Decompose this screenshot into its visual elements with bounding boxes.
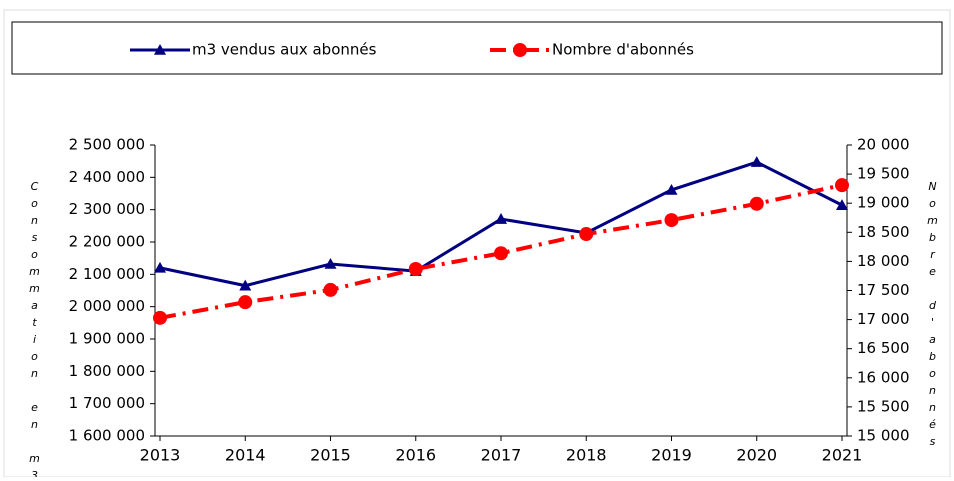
point xyxy=(238,295,253,310)
y-tick-label: 2 200 000 xyxy=(69,233,145,251)
x-tick-label: 2021 xyxy=(822,446,863,465)
y-tick-label: 2 400 000 xyxy=(69,168,145,186)
legend-marker xyxy=(513,43,527,57)
legend-marker xyxy=(154,44,166,55)
legend-label: Nombre d'abonnés xyxy=(552,41,694,59)
point xyxy=(153,310,167,325)
point xyxy=(836,199,848,210)
x-tick-label: 2020 xyxy=(736,446,777,465)
y-tick-label: 2 300 000 xyxy=(69,200,145,218)
point xyxy=(408,261,423,276)
legend-label: m3 vendus aux abonnés xyxy=(192,41,377,59)
x-tick-label: 2019 xyxy=(651,446,692,465)
y-tick-label: 1 900 000 xyxy=(69,330,145,348)
y-tick-label: 1 600 000 xyxy=(69,427,145,445)
point xyxy=(239,279,252,291)
point xyxy=(664,213,679,228)
y-tick-label: 2 100 000 xyxy=(69,265,145,283)
y2-tick-label: 17 000 xyxy=(857,310,910,328)
y-axis-label: Consommation en m3 xyxy=(28,180,41,477)
y2-tick-label: 16 500 xyxy=(857,339,910,357)
y-tick-label: 2 000 000 xyxy=(69,297,145,315)
point xyxy=(494,246,508,261)
point xyxy=(579,227,594,242)
x-tick-label: 2015 xyxy=(310,446,351,465)
x-tick-label: 2014 xyxy=(225,446,266,465)
point xyxy=(665,183,678,195)
y2-tick-label: 17 500 xyxy=(857,281,910,299)
point xyxy=(324,257,337,269)
x-tick-label: 2017 xyxy=(481,446,522,465)
y2-tick-label: 15 500 xyxy=(857,397,910,415)
y2-tick-label: 20 000 xyxy=(857,136,910,154)
y2-tick-label: 18 000 xyxy=(857,252,910,270)
x-tick-label: 2016 xyxy=(395,446,436,465)
series-line xyxy=(159,160,843,288)
y2-axis-label: Nombre d'abonnés xyxy=(926,180,939,452)
point xyxy=(835,178,849,193)
point xyxy=(749,196,764,211)
x-tick-label: 2018 xyxy=(566,446,607,465)
point xyxy=(495,213,507,224)
legend-box xyxy=(11,21,943,75)
point xyxy=(750,156,763,167)
y2-tick-label: 16 000 xyxy=(857,368,910,386)
x-tick-label: 2013 xyxy=(140,446,181,465)
point xyxy=(154,261,166,273)
y-tick-label: 2 500 000 xyxy=(69,136,145,154)
y2-tick-label: 19 500 xyxy=(857,165,910,183)
y2-tick-label: 18 500 xyxy=(857,223,910,241)
y2-tick-label: 19 000 xyxy=(857,194,910,212)
y-tick-label: 1 800 000 xyxy=(69,362,145,380)
y-tick-label: 1 700 000 xyxy=(69,394,145,412)
y2-tick-label: 15 000 xyxy=(857,427,910,445)
point xyxy=(323,282,338,297)
chart-border xyxy=(3,9,951,478)
